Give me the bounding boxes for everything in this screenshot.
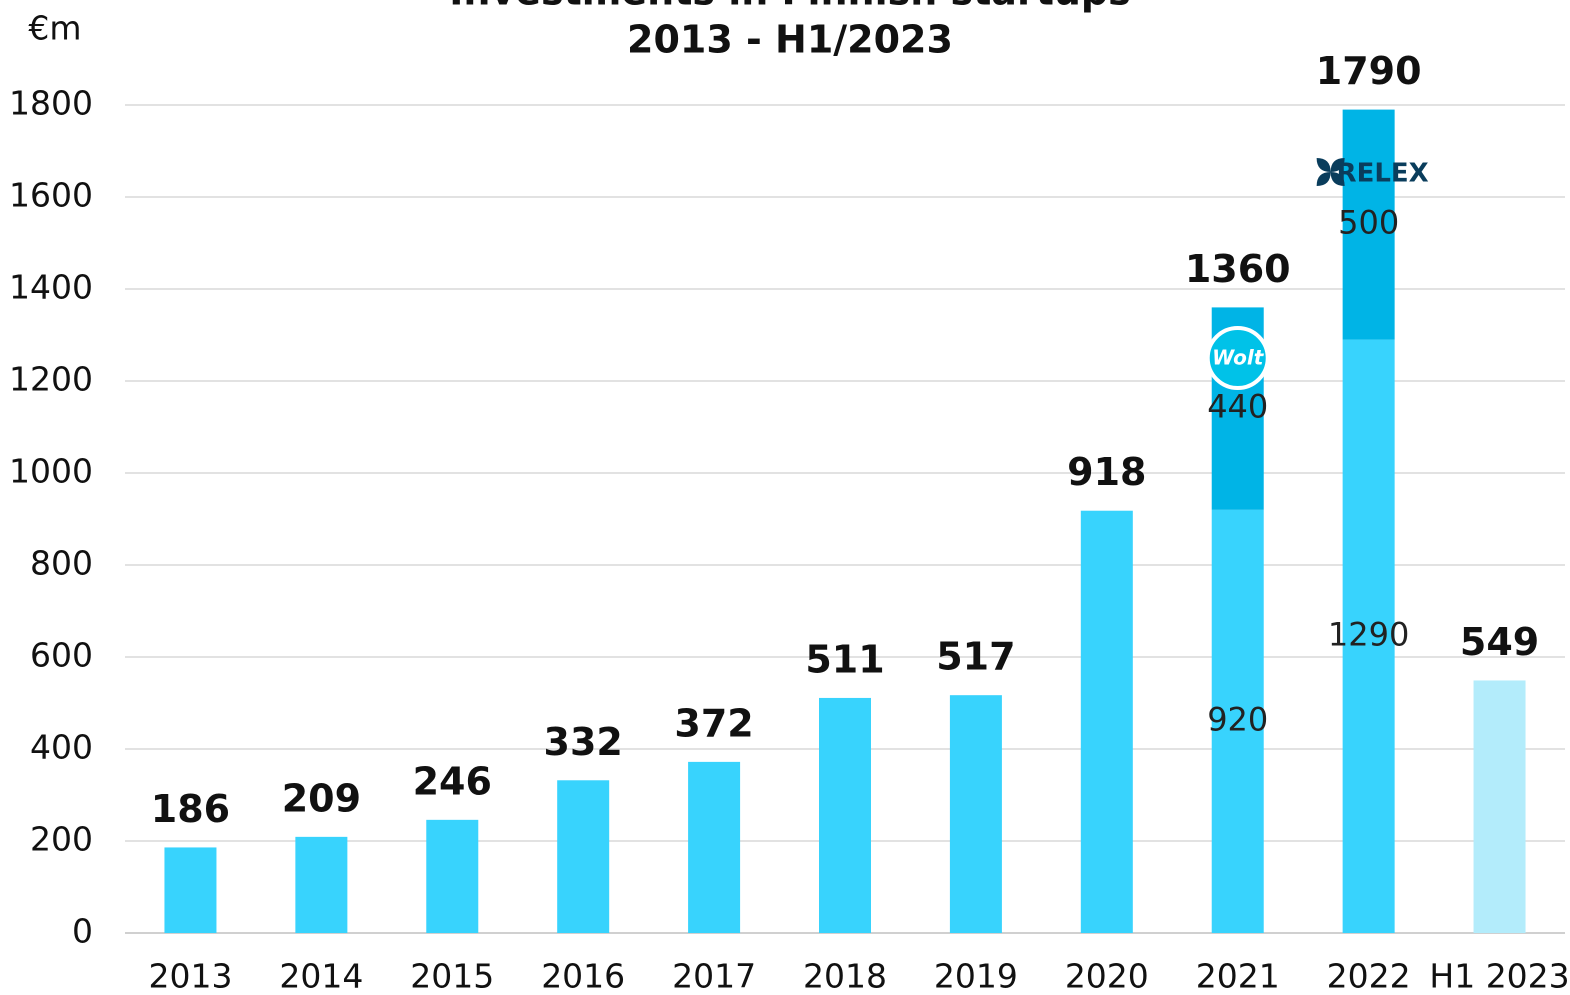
y-tick-label: 1200: [9, 360, 93, 399]
bar-segment: [295, 836, 348, 933]
bar-segment: [1080, 510, 1133, 933]
bar-segment: [949, 695, 1002, 933]
x-tick-label: 2016: [541, 957, 625, 995]
x-tick-label: 2014: [279, 957, 363, 995]
bar-segment: [1473, 680, 1526, 933]
y-tick-label: 200: [30, 820, 93, 859]
x-tick-label: 2020: [1065, 957, 1149, 995]
x-tick-label: 2015: [410, 957, 494, 995]
bar-segment: [688, 761, 741, 933]
total-label: 186: [151, 787, 230, 831]
x-tick-label: 2022: [1327, 957, 1411, 995]
segment-label: 1290: [1328, 615, 1409, 653]
total-label: 209: [282, 776, 361, 820]
bar-segment: [164, 847, 217, 933]
x-tick-label: 2018: [803, 957, 887, 995]
chart-subtitle: 2013 - H1/2023: [627, 18, 953, 62]
segment-label: 440: [1207, 388, 1268, 426]
bar-segment: [1342, 339, 1395, 934]
x-tick-label: 2019: [934, 957, 1018, 995]
x-tick-label: 2021: [1196, 957, 1280, 995]
y-axis-label: €m: [28, 9, 81, 48]
x-tick-label: 2013: [148, 957, 232, 995]
y-tick-label: 1400: [9, 268, 93, 307]
y-tick-label: 1800: [9, 84, 93, 123]
total-label: 549: [1460, 620, 1539, 664]
y-tick-label: 600: [30, 636, 93, 675]
bar-segment: [557, 780, 610, 933]
logo-text: Wolt: [1212, 346, 1265, 370]
logo-text: RELEX: [1337, 159, 1429, 189]
total-label: 372: [674, 701, 753, 745]
x-tick-label: H1 2023: [1429, 957, 1569, 995]
logo-badge: [1205, 326, 1270, 390]
total-label: 517: [936, 635, 1015, 679]
total-label: 918: [1067, 450, 1146, 494]
y-tick-label: 400: [30, 728, 93, 767]
bar-segment: [1211, 509, 1264, 933]
y-tick-label: 800: [30, 544, 93, 583]
bar-segment: [1342, 109, 1395, 340]
bar-segment: [426, 819, 479, 933]
total-label: 1360: [1185, 247, 1291, 291]
total-label: 246: [413, 759, 492, 803]
x-tick-label: 2017: [672, 957, 756, 995]
bar-segment: [819, 697, 871, 933]
y-tick-label: 0: [72, 912, 93, 951]
chart-title: Investments in Finnish startups: [449, 0, 1130, 14]
y-tick-label: 1600: [9, 176, 93, 215]
segment-label: 500: [1338, 204, 1399, 242]
total-label: 332: [544, 720, 623, 764]
y-tick-label: 1000: [9, 452, 93, 491]
total-label: 1790: [1316, 49, 1422, 93]
logo-icon: [1316, 158, 1345, 186]
segment-label: 920: [1207, 700, 1268, 738]
total-label: 511: [805, 637, 884, 681]
